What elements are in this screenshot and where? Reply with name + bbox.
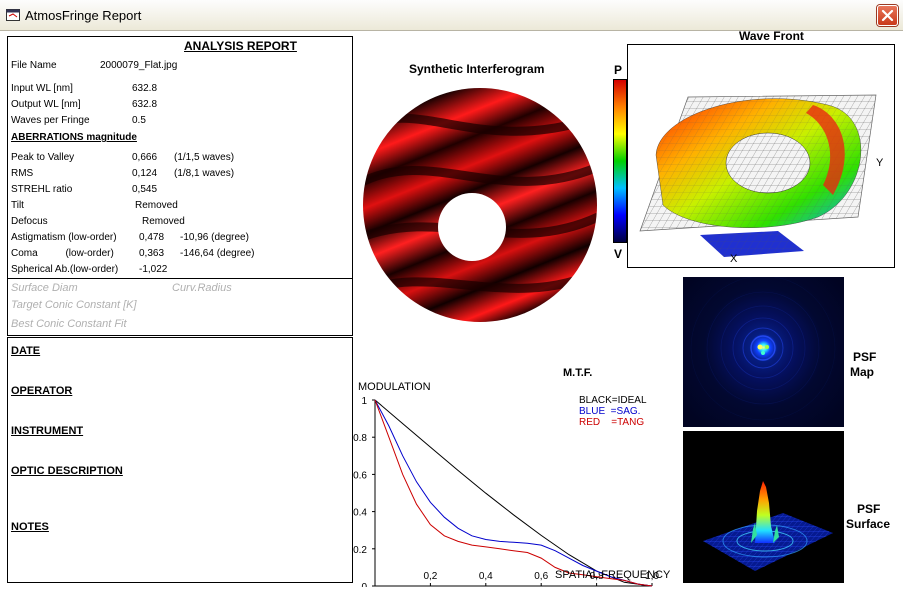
waves-per-fringe-value: 0.5 [132,115,146,126]
defocus-label: Defocus [11,216,48,227]
mtf-x-tick-label: 0,2 [423,571,437,582]
psf-map-label-1: PSF [853,350,877,364]
report-area: ANALYSIS REPORT File Name 2000079_Flat.j… [0,29,903,591]
coma-degree: -146,64 (degree) [180,248,255,259]
interferogram-image [362,87,598,323]
mtf-line-tang [374,399,653,587]
close-icon [881,9,894,22]
app-icon [6,9,20,21]
wavefront-panel: Y X [627,44,895,268]
coma-value: 0,363 [139,248,165,259]
tilt-value: Removed [135,200,178,211]
coma-label: Coma (low-order) [11,248,114,259]
title-bar: AtmosFringe Report [0,0,903,31]
mtf-series [374,399,653,587]
scale-v-label: V [614,247,623,261]
mtf-xlabel: SPATIAL FREQUENCY [555,569,671,581]
psf-surface-plot [703,481,833,571]
rms-value: 0,124 [132,168,158,179]
best-conic-label: Best Conic Constant Fit [11,318,127,330]
surface-diam-label: Surface Diam [11,282,78,294]
legend-tang: RED =TANG [579,417,645,428]
file-name-value: 2000079_Flat.jpg [100,60,178,71]
report-heading: ANALYSIS REPORT [184,39,297,53]
mtf-axes: 00.20.40.60.810,20,40,60,81,0 [353,396,659,587]
spherical-label: Spherical Ab.(low-order) [11,264,119,275]
notes-label: NOTES [11,521,49,533]
aberrations-heading: ABERRATIONS magnitude [11,132,137,143]
defocus-value: Removed [142,216,185,227]
psf-map-rings [690,277,836,421]
psf-surface-label-1: PSF [857,502,881,516]
strehl-value: 0,545 [132,184,158,195]
file-name-label: File Name [11,60,57,71]
ptv-value: 0,666 [132,152,158,163]
mtf-y-tick-label: 0.6 [353,470,367,481]
psf-map-image [683,277,844,427]
close-button[interactable] [877,5,898,26]
mtf-x-tick-label: 1,0 [645,571,659,582]
info-panel: DATE OPERATOR INSTRUMENT OPTIC DESCRIPTI… [7,337,353,583]
mtf-x-tick-label: 0,6 [534,571,548,582]
mtf-legend: BLACK=IDEAL BLUE =SAG. RED =TANG [579,395,647,428]
rms-waves: (1/8,1 waves) [174,168,235,179]
report-divider [8,278,352,279]
output-wl-value: 632.8 [132,99,158,110]
analysis-report-panel: ANALYSIS REPORT File Name 2000079_Flat.j… [7,36,353,336]
input-wl-label: Input WL [nm] [11,83,73,94]
waves-per-fringe-label: Waves per Fringe [11,115,90,126]
mtf-y-tick-label: 1 [361,396,367,407]
astigmatism-label: Astigmatism (low-order) [11,232,117,243]
target-conic-label: Target Conic Constant [K] [11,299,137,311]
psf-map-label-2: Map [850,365,874,379]
ptv-label: Peak to Valley [11,152,75,163]
scale-p-label: P [614,63,623,77]
wavefront-y-label: Y [876,157,884,169]
astigmatism-value: 0,478 [139,232,165,243]
wavefront-title: Wave Front [739,29,804,43]
wavefront-x-label: X [730,253,738,265]
astigmatism-degree: -10,96 (degree) [180,232,249,243]
legend-sag: BLUE =SAG. [579,406,641,417]
psf-surface-image [683,431,844,583]
rms-label: RMS [11,168,34,179]
mtf-ylabel: MODULATION [358,381,431,393]
ptv-waves: (1/1,5 waves) [174,152,235,163]
mtf-y-tick-label: 0.4 [353,508,367,519]
instrument-label: INSTRUMENT [11,425,84,437]
mtf-line-sag [374,399,653,587]
optic-description-label: OPTIC DESCRIPTION [11,465,123,477]
tilt-label: Tilt [11,200,24,211]
mtf-x-tick-label: 0,4 [479,571,493,582]
wavefront-surface-plot [639,94,877,257]
mtf-y-tick-label: 0.2 [353,545,367,556]
strehl-label: STREHL ratio [11,184,73,195]
mtf-y-tick-label: 0 [361,582,367,587]
mtf-chart: 00.20.40.60.810,20,40,60,81,0 [353,396,659,587]
mtf-y-tick-label: 0.8 [353,433,367,444]
window-title: AtmosFringe Report [25,8,142,23]
date-label: DATE [11,345,41,357]
mtf-title: M.T.F. [563,367,593,379]
curv-radius-label: Curv.Radius [172,282,232,294]
interferogram-title: Synthetic Interferogram [409,62,545,76]
spherical-value: -1,022 [139,264,168,275]
legend-ideal: BLACK=IDEAL [579,395,647,406]
psf-surface-label-2: Surface [846,517,891,531]
input-wl-value: 632.8 [132,83,158,94]
output-wl-label: Output WL [nm] [11,99,81,110]
color-scale-bar [613,79,627,243]
operator-label: OPERATOR [11,385,73,397]
